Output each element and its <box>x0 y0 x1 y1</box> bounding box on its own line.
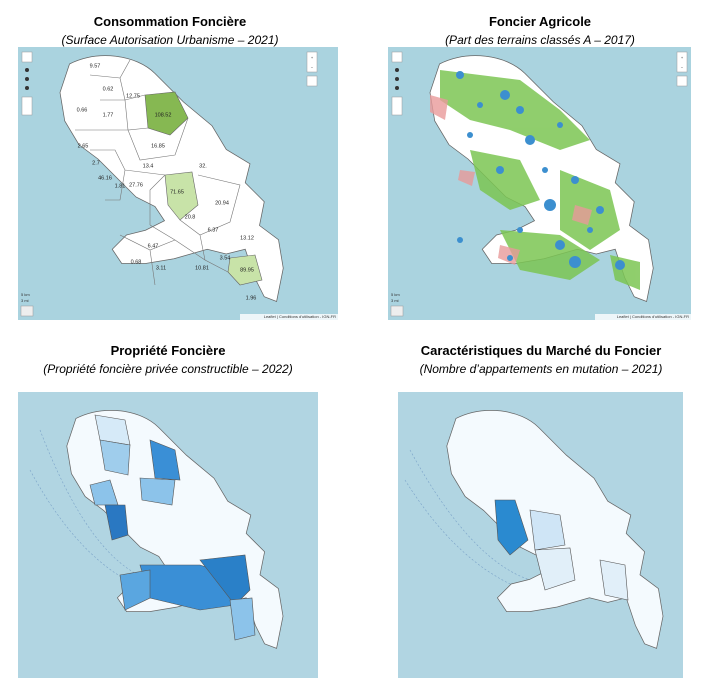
zoom-in[interactable]: + <box>311 55 314 60</box>
commune-label: 71.65 <box>170 189 184 195</box>
commune-label: 9.57 <box>90 63 101 69</box>
attribution: Leaflet | Conditions d'utilisation - IGN… <box>264 314 336 319</box>
map-title: Foncier Agricole <box>489 14 591 29</box>
commune-label: 13.12 <box>240 235 254 241</box>
commune-label: 1.96 <box>246 295 257 301</box>
commune-label: 2.7 <box>92 160 100 166</box>
commune-label: 6.37 <box>208 227 219 233</box>
commune-label: 10.81 <box>195 265 209 271</box>
commune-label: 16.85 <box>151 143 165 149</box>
commune-label: 89.95 <box>240 267 254 273</box>
zoom-out[interactable]: − <box>311 65 314 70</box>
commune-label: 13.4 <box>143 163 154 169</box>
commune-label: 12.75 <box>126 93 140 99</box>
scale-mi: 3 mi <box>21 298 29 303</box>
map-foncier-agricole: + − 5 km 3 mi Leaflet | Conditions d'uti… <box>388 47 691 320</box>
commune-label: 0.62 <box>103 86 114 92</box>
commune-label: 0.68 <box>131 259 142 265</box>
scale-km: 5 km <box>391 292 400 297</box>
commune-label: 46.16 <box>98 175 112 181</box>
commune-label: 20.94 <box>215 200 229 206</box>
map-marche <box>398 392 683 678</box>
commune-label: 27.76 <box>129 182 143 188</box>
commune-label: 3.54 <box>220 255 231 261</box>
commune-label: 1.77 <box>103 112 114 118</box>
scale-km: 5 km <box>21 292 30 297</box>
map-propriete <box>18 392 318 678</box>
map-title: Propriété Foncière <box>111 343 226 358</box>
scale-mi: 3 mi <box>391 298 399 303</box>
commune-label: 0.66 <box>77 107 88 113</box>
commune-label: 32. <box>199 163 207 169</box>
commune-label: 108.52 <box>155 112 172 118</box>
map-title: Caractéristiques du Marché du Foncier <box>421 343 662 358</box>
map-subtitle: (Surface Autorisation Urbanisme – 2021) <box>62 33 279 47</box>
commune-label: 2.65 <box>78 143 89 149</box>
map-title: Consommation Foncière <box>94 14 246 29</box>
commune-label: 20.8 <box>185 214 196 220</box>
map-subtitle: (Nombre d’appartements en mutation – 202… <box>420 362 663 376</box>
commune-label: 6.47 <box>148 243 159 249</box>
map-subtitle: (Propriété foncière privée constructible… <box>43 362 292 376</box>
zoom-out[interactable]: − <box>681 65 684 70</box>
map-subtitle: (Part des terrains classés A – 2017) <box>445 33 635 47</box>
zoom-in[interactable]: + <box>681 55 684 60</box>
commune-label: 3.11 <box>156 265 166 271</box>
map-consommation: + − 5 km 3 mi Leaflet | Conditions d'uti… <box>18 47 338 320</box>
commune-label: 1.81 <box>115 183 126 189</box>
attribution: Leaflet | Conditions d'utilisation - IGN… <box>617 314 689 319</box>
